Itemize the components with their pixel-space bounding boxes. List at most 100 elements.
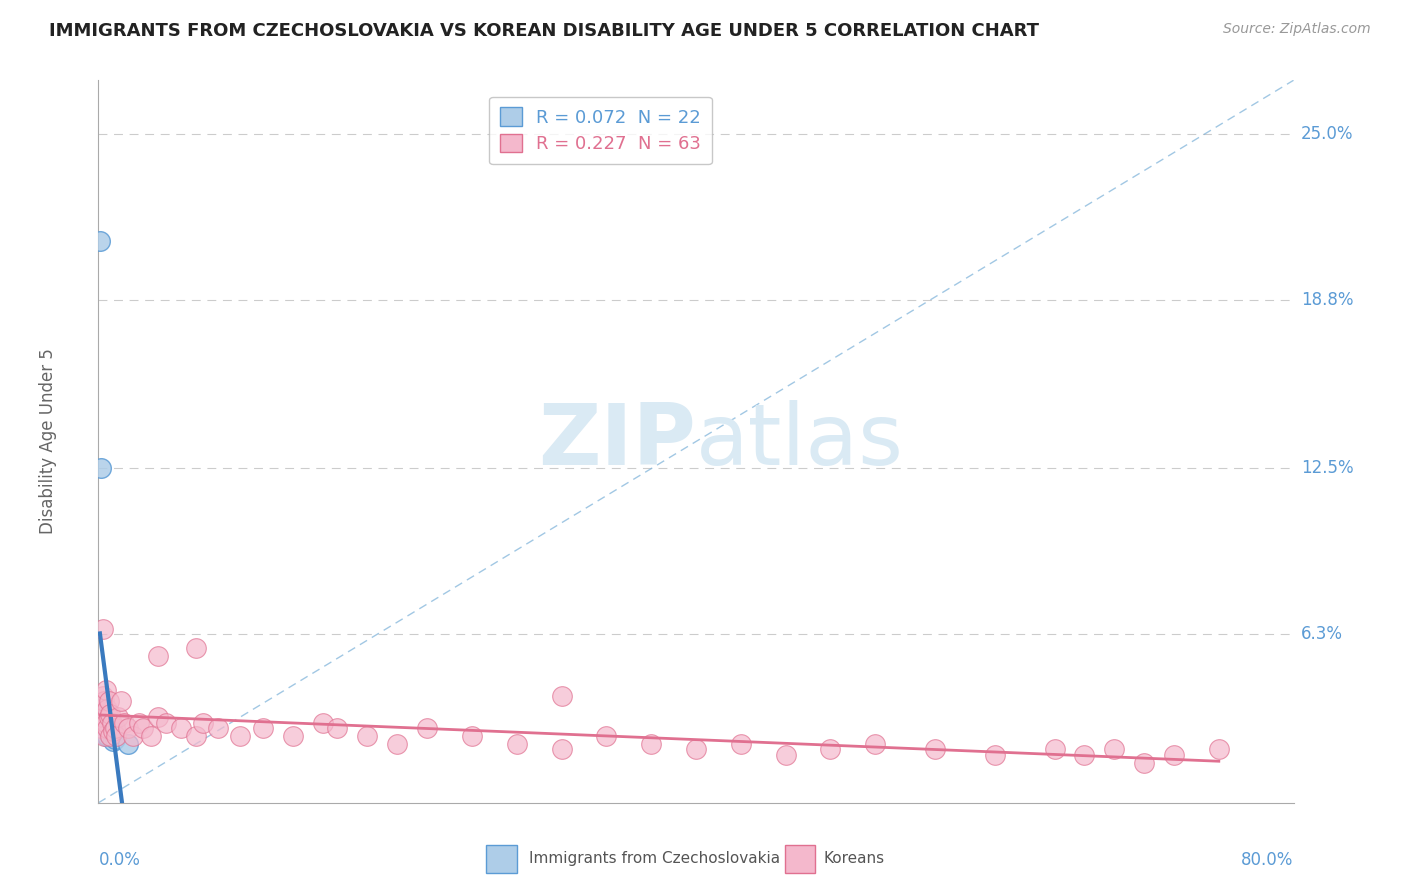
Point	[91, 707, 114, 722]
Point	[98, 721, 122, 735]
Point	[97, 715, 120, 730]
Point	[104, 721, 127, 735]
Point	[1043, 742, 1066, 756]
Point	[103, 734, 125, 748]
Point	[101, 715, 124, 730]
Point	[105, 729, 128, 743]
Point	[90, 461, 112, 475]
Point	[121, 729, 143, 743]
Point	[93, 694, 115, 708]
Point	[132, 721, 155, 735]
Point	[595, 729, 617, 743]
Point	[820, 742, 842, 756]
Text: Immigrants from Czechoslovakia: Immigrants from Czechoslovakia	[529, 851, 780, 866]
Point	[550, 742, 572, 756]
Point	[117, 737, 139, 751]
Text: ZIP: ZIP	[538, 400, 696, 483]
Point	[1104, 742, 1126, 756]
Point	[148, 648, 170, 663]
Point	[89, 715, 111, 730]
Point	[97, 723, 120, 738]
Point	[98, 707, 122, 722]
Text: 25.0%: 25.0%	[1301, 125, 1354, 143]
Point	[96, 702, 118, 716]
Point	[90, 715, 112, 730]
Point	[98, 729, 122, 743]
Point	[91, 689, 114, 703]
Point	[184, 729, 207, 743]
Point	[169, 721, 191, 735]
Point	[640, 737, 662, 751]
Point	[103, 723, 125, 738]
Point	[1133, 756, 1156, 770]
Point	[117, 721, 139, 735]
Point	[112, 715, 135, 730]
Point	[91, 710, 114, 724]
Legend: R = 0.072  N = 22, R = 0.227  N = 63: R = 0.072 N = 22, R = 0.227 N = 63	[489, 96, 711, 164]
Text: IMMIGRANTS FROM CZECHOSLOVAKIA VS KOREAN DISABILITY AGE UNDER 5 CORRELATION CHAR: IMMIGRANTS FROM CZECHOSLOVAKIA VS KOREAN…	[49, 22, 1039, 40]
Point	[96, 729, 118, 743]
Point	[90, 702, 112, 716]
FancyBboxPatch shape	[486, 845, 517, 872]
Point	[94, 683, 117, 698]
Point	[107, 710, 129, 724]
Point	[730, 737, 752, 751]
Text: 6.3%: 6.3%	[1301, 625, 1343, 643]
Point	[461, 729, 484, 743]
Point	[97, 694, 120, 708]
FancyBboxPatch shape	[785, 845, 815, 872]
Point	[1208, 742, 1230, 756]
Point	[1073, 747, 1095, 762]
Point	[94, 715, 117, 730]
Point	[93, 710, 115, 724]
Point	[96, 721, 118, 735]
Point	[90, 702, 112, 716]
Point	[101, 723, 124, 738]
Point	[91, 622, 114, 636]
Point	[94, 729, 117, 743]
Point	[924, 742, 946, 756]
Point	[865, 737, 887, 751]
Point	[229, 729, 252, 743]
Point	[93, 729, 115, 743]
Point	[506, 737, 529, 751]
Point	[984, 747, 1007, 762]
Point	[281, 729, 304, 743]
Point	[103, 729, 125, 743]
Point	[1163, 747, 1185, 762]
Point	[89, 234, 111, 248]
Point	[98, 729, 122, 743]
Point	[139, 729, 162, 743]
Text: 18.8%: 18.8%	[1301, 291, 1354, 309]
Point	[128, 715, 150, 730]
Point	[326, 721, 349, 735]
Point	[416, 721, 439, 735]
Text: Disability Age Under 5: Disability Age Under 5	[38, 349, 56, 534]
Point	[184, 640, 207, 655]
Point	[90, 721, 112, 735]
Point	[93, 723, 115, 738]
Text: 12.5%: 12.5%	[1301, 459, 1354, 477]
Point	[148, 710, 170, 724]
Point	[356, 729, 378, 743]
Text: atlas: atlas	[696, 400, 904, 483]
Point	[104, 731, 127, 746]
Point	[550, 689, 572, 703]
Point	[207, 721, 229, 735]
Point	[97, 710, 120, 724]
Text: Koreans: Koreans	[824, 851, 884, 866]
Point	[775, 747, 797, 762]
Text: 0.0%: 0.0%	[98, 851, 141, 869]
Point	[385, 737, 409, 751]
Text: 80.0%: 80.0%	[1241, 851, 1294, 869]
Point	[96, 707, 118, 722]
Point	[191, 715, 214, 730]
Point	[96, 721, 118, 735]
Point	[252, 721, 274, 735]
Point	[155, 715, 177, 730]
Text: Source: ZipAtlas.com: Source: ZipAtlas.com	[1223, 22, 1371, 37]
Point	[110, 694, 132, 708]
Point	[685, 742, 707, 756]
Point	[311, 715, 333, 730]
Point	[94, 715, 117, 730]
